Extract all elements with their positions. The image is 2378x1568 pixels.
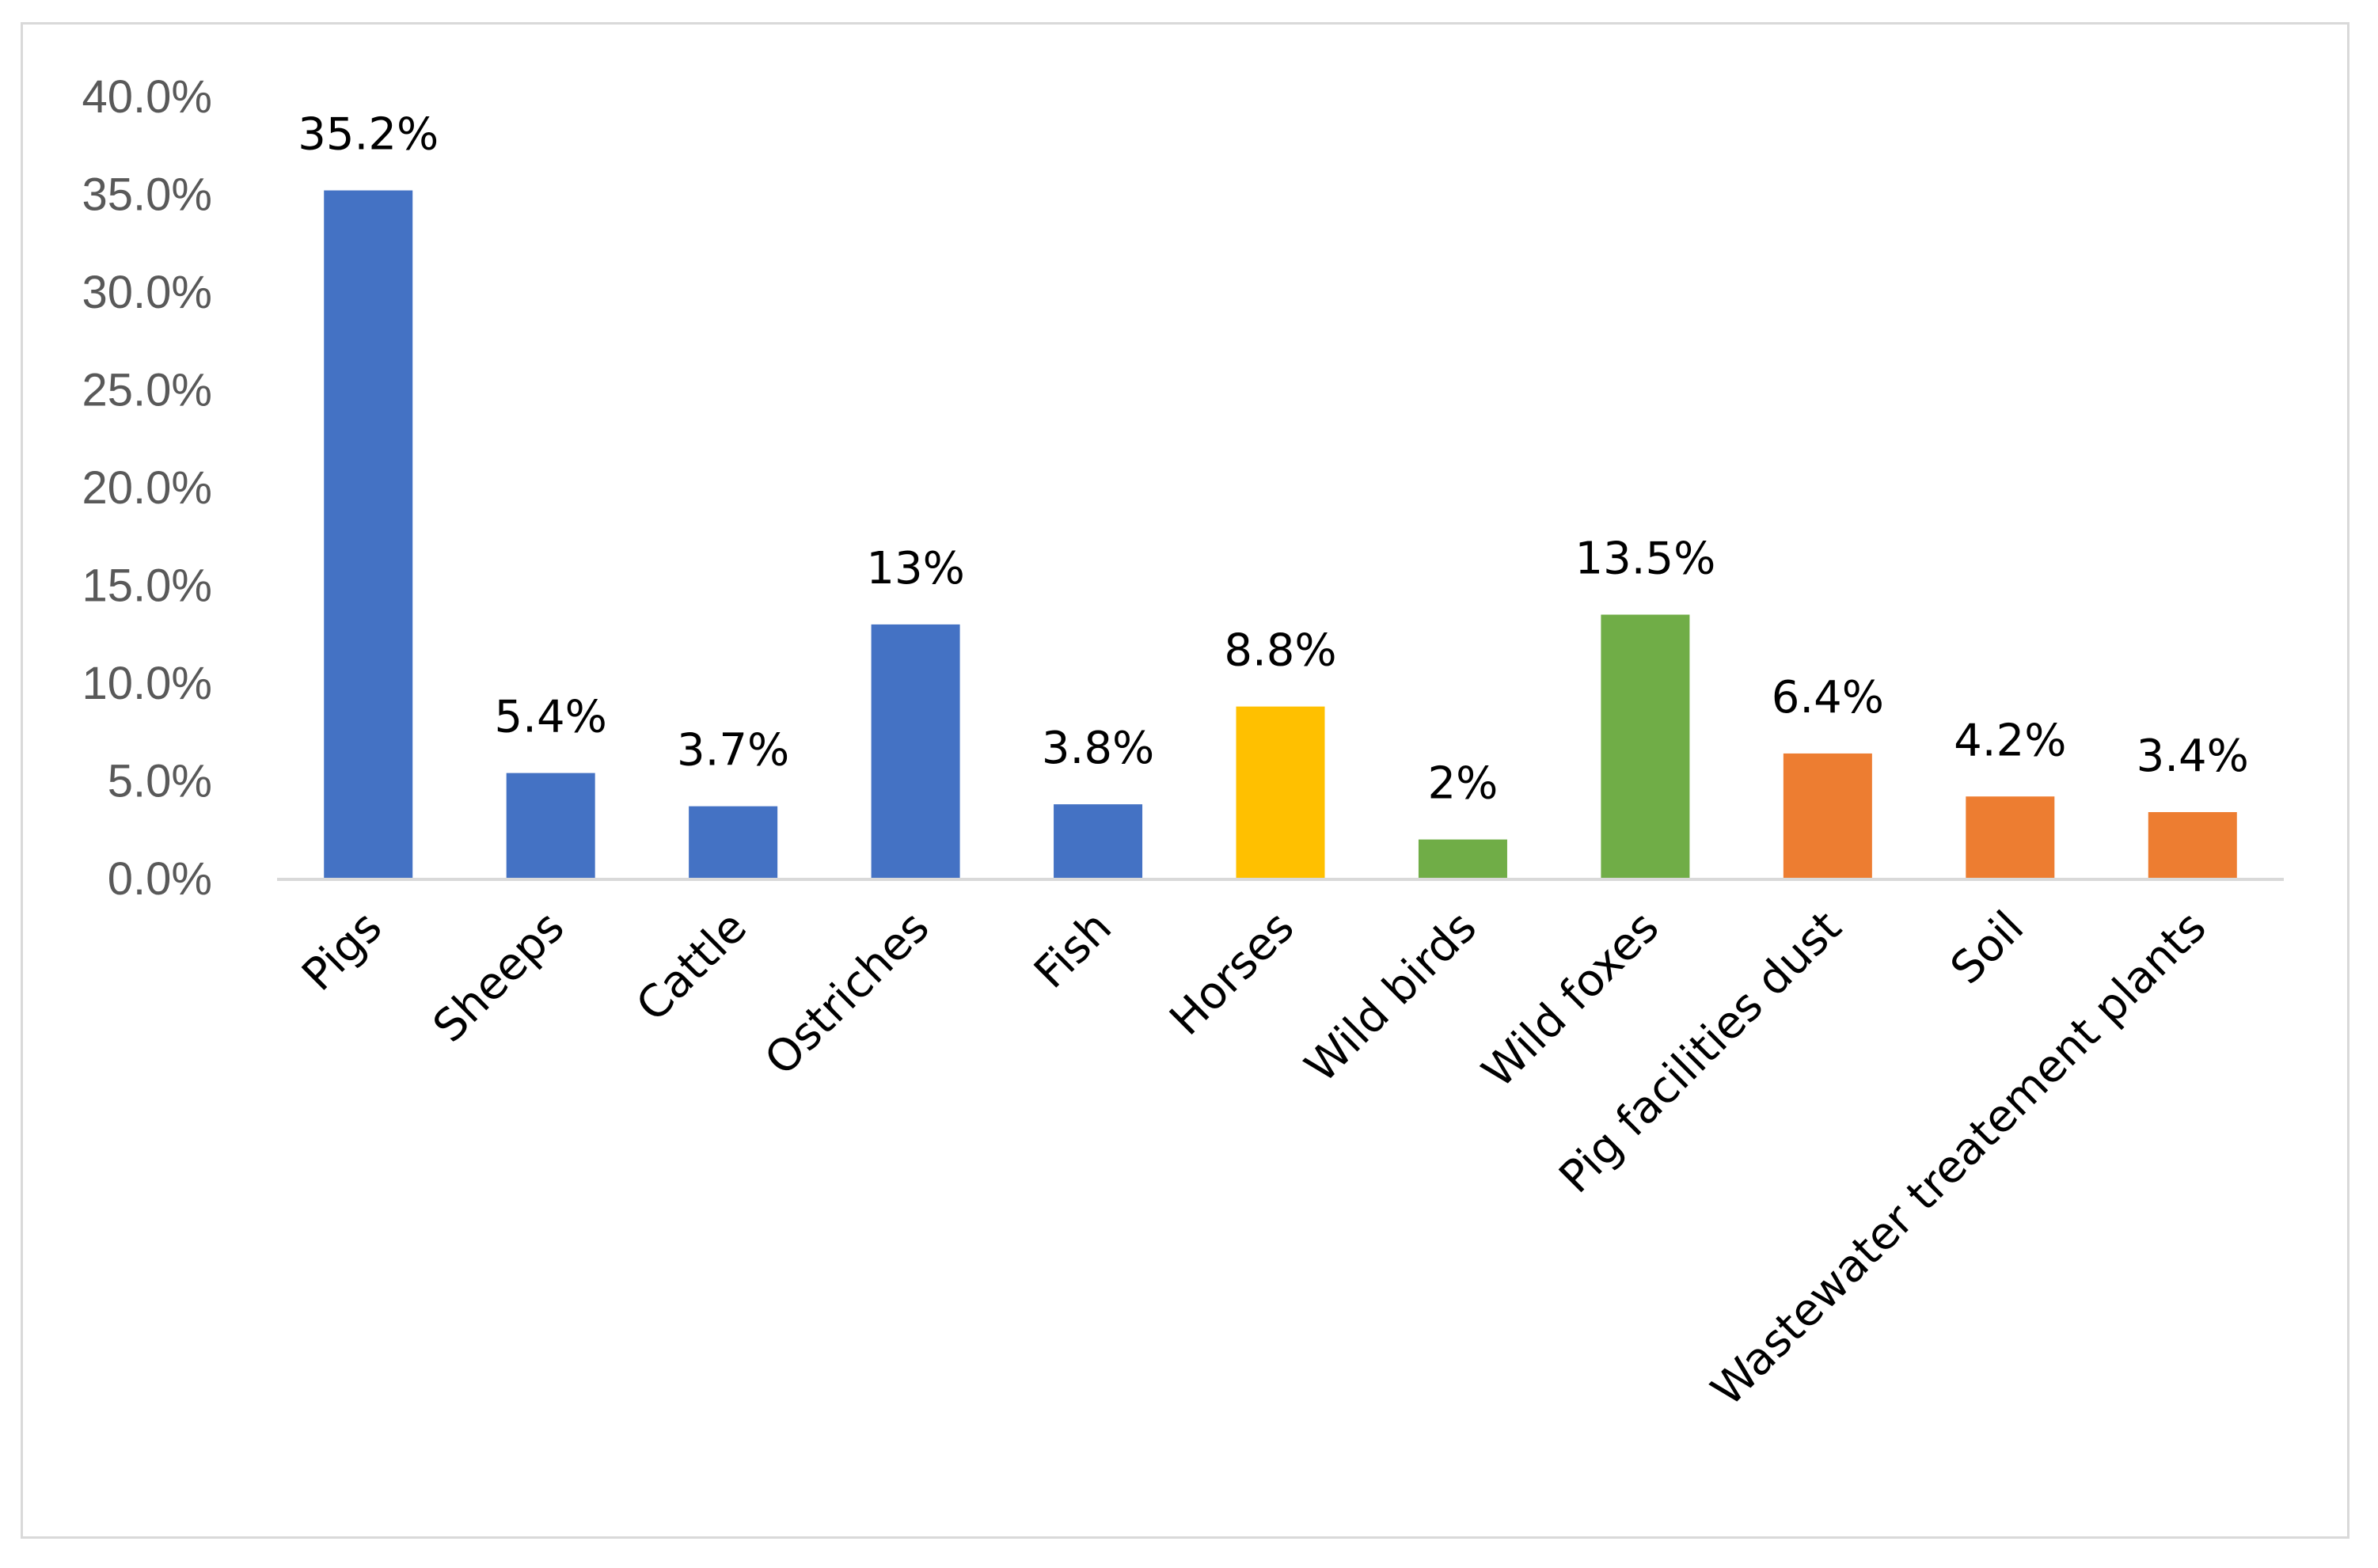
data-label: 13.5%: [1575, 533, 1715, 585]
data-label: 8.8%: [1224, 625, 1336, 677]
y-tick-label: 40.0%: [82, 71, 212, 123]
y-tick-label: 10.0%: [82, 658, 212, 709]
y-tick-label: 5.0%: [108, 756, 212, 807]
bar: [1783, 753, 1872, 879]
bar: [1054, 804, 1143, 879]
data-label: 5.4%: [495, 692, 607, 743]
x-tick-label: Fish: [1024, 902, 1122, 999]
bar: [1601, 614, 1690, 879]
x-tick-label: Ostriches: [755, 902, 939, 1085]
bar: [506, 773, 595, 879]
data-label: 35.2%: [298, 109, 439, 161]
data-label: 3.7%: [677, 725, 789, 776]
data-label: 3.8%: [1042, 723, 1154, 774]
bar: [1418, 839, 1507, 879]
x-tick-label: Cattle: [627, 902, 757, 1031]
bar: [324, 190, 413, 879]
x-tick-label: Horses: [1161, 902, 1305, 1046]
bar: [871, 624, 960, 879]
data-label: 2%: [1428, 758, 1499, 810]
x-tick-label: Wild birds: [1295, 902, 1486, 1092]
x-tick-label: Pigs: [292, 902, 392, 1001]
bar: [689, 806, 778, 879]
y-tick-label: 30.0%: [82, 267, 212, 318]
x-tick-label: Sheeps: [424, 902, 575, 1053]
y-tick-label: 25.0%: [82, 365, 212, 416]
y-tick-label: 0.0%: [108, 853, 212, 905]
bar: [1236, 706, 1325, 879]
data-label: 6.4%: [1772, 672, 1884, 723]
x-tick-label: Wild foxes: [1472, 902, 1669, 1098]
data-label: 3.4%: [2137, 731, 2249, 782]
y-tick-label: 35.0%: [82, 169, 212, 221]
x-tick-label: Soil: [1941, 902, 2034, 994]
bar: [2148, 812, 2237, 879]
y-tick-label: 20.0%: [82, 462, 212, 514]
data-label: 4.2%: [1954, 715, 2066, 766]
bar: [1966, 796, 2055, 879]
data-label: 13%: [866, 543, 964, 594]
y-tick-label: 15.0%: [82, 560, 212, 612]
